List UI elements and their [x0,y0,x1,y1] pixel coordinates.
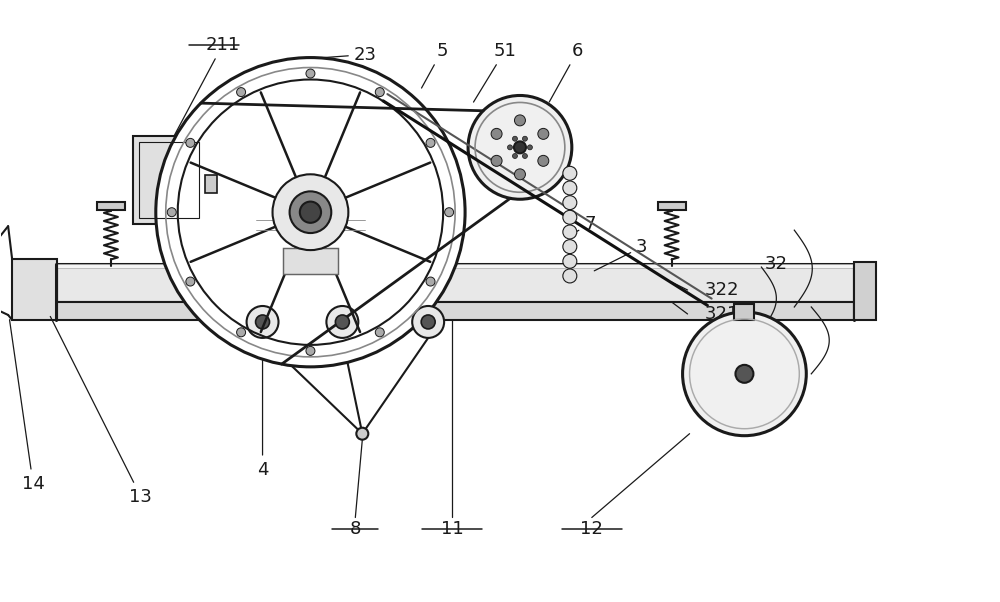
Circle shape [538,155,549,166]
Circle shape [563,225,577,239]
Circle shape [522,154,527,158]
Circle shape [290,191,331,233]
Circle shape [563,240,577,253]
Text: 23: 23 [313,46,377,64]
Circle shape [491,155,502,166]
Circle shape [375,88,384,96]
Circle shape [468,96,572,199]
Circle shape [563,196,577,209]
Circle shape [563,181,577,195]
Circle shape [683,312,806,436]
Text: 8: 8 [350,521,361,538]
Circle shape [421,315,435,329]
Bar [97,202,125,210]
Bar [283,248,338,274]
Circle shape [335,315,349,329]
Circle shape [514,115,525,126]
Text: 32: 32 [764,255,787,273]
Circle shape [247,306,279,338]
Circle shape [507,145,512,150]
Bar [854,262,876,320]
Circle shape [445,208,454,217]
Circle shape [237,328,246,337]
Circle shape [538,128,549,139]
Circle shape [563,166,577,180]
Bar [133,137,205,224]
Circle shape [156,58,465,367]
Text: 5: 5 [422,42,448,88]
Text: 51: 51 [474,42,516,102]
Circle shape [491,128,502,139]
Bar [658,202,686,210]
Circle shape [237,88,246,96]
Bar [205,176,217,193]
Text: 13: 13 [50,317,152,506]
Circle shape [306,346,315,355]
Circle shape [186,277,195,286]
Text: 11: 11 [441,521,463,538]
Circle shape [326,306,358,338]
Text: 7: 7 [574,215,596,233]
Circle shape [563,210,577,225]
Circle shape [256,315,270,329]
Bar [56,264,854,302]
Text: 4: 4 [257,341,268,479]
Text: 3: 3 [594,238,647,271]
Circle shape [514,169,525,180]
Text: 12: 12 [580,521,603,538]
Text: 6: 6 [549,42,584,102]
Bar [12,259,57,320]
Circle shape [522,136,527,141]
Circle shape [512,136,517,141]
Circle shape [412,306,444,338]
Text: 62: 62 [524,116,566,146]
Bar [139,142,199,218]
Circle shape [527,145,532,150]
Circle shape [356,427,368,439]
Bar [56,264,854,268]
Circle shape [563,254,577,268]
Circle shape [512,154,517,158]
Text: 1: 1 [764,331,776,349]
Text: 321: 321 [705,305,739,323]
Circle shape [186,138,195,147]
Text: 211: 211 [174,36,240,136]
Circle shape [306,69,315,78]
Circle shape [375,328,384,337]
Circle shape [426,138,435,147]
Circle shape [273,175,348,250]
Text: 14: 14 [10,320,45,492]
Bar [734,304,754,320]
Circle shape [514,141,526,154]
Circle shape [300,202,321,223]
Text: 322: 322 [705,281,739,299]
Circle shape [167,208,176,217]
Circle shape [426,277,435,286]
Circle shape [563,269,577,283]
Circle shape [735,365,753,383]
Bar [56,302,854,320]
